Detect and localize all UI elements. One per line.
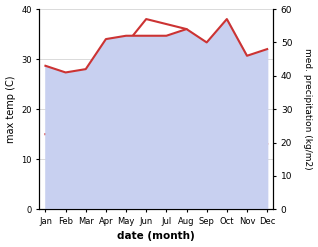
Y-axis label: max temp (C): max temp (C) — [5, 75, 16, 143]
Y-axis label: med. precipitation (kg/m2): med. precipitation (kg/m2) — [303, 48, 313, 170]
X-axis label: date (month): date (month) — [117, 231, 195, 242]
